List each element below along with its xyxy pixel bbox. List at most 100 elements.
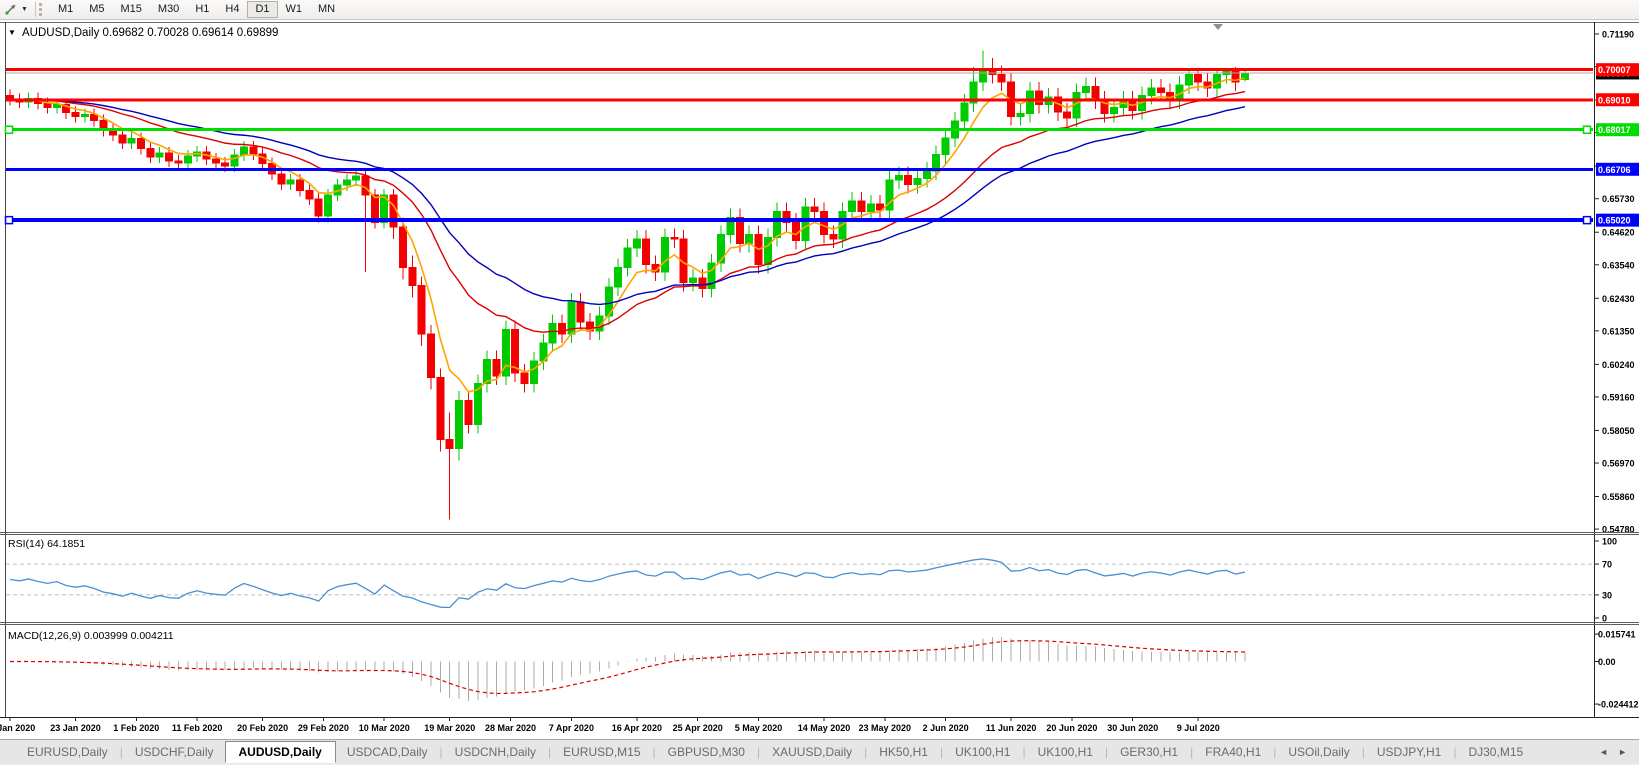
line-drag-handle[interactable]	[4, 125, 14, 134]
date-axis-label: 2 Jun 2020	[923, 723, 969, 733]
chart-tab-usdjpy-h1[interactable]: USDJPY,H1	[1376, 745, 1442, 759]
chart-tab-usdcnh-daily[interactable]: USDCNH,Daily	[454, 745, 537, 759]
macd-axis-label: 0.015741	[1598, 630, 1636, 640]
price-tick-label: 0.61350	[1602, 326, 1635, 336]
date-axis-label: 20 Jun 2020	[1046, 723, 1097, 733]
candle-body	[230, 154, 239, 167]
candle-body	[576, 301, 585, 323]
crosshair-tool-icon[interactable]	[4, 3, 18, 16]
date-axis-label: 1 Feb 2020	[113, 723, 159, 733]
price-tick-label: 0.65730	[1602, 194, 1635, 204]
chart-tab-eurusd-daily[interactable]: EURUSD,Daily	[27, 745, 108, 759]
candle-body	[286, 179, 295, 185]
price-tick-label: 0.59160	[1602, 392, 1635, 402]
level-price-box	[1596, 213, 1639, 227]
chart-tab-usoil-daily[interactable]: USOil,Daily	[1288, 745, 1350, 759]
candle-body	[211, 158, 220, 164]
timeframe-button-d1[interactable]: D1	[247, 1, 278, 18]
macd-panel[interactable]: 0.015741 0.00 -0.024412	[0, 622, 1639, 718]
line-drag-handle[interactable]	[1582, 125, 1592, 134]
candle-body	[1025, 90, 1034, 115]
candle-body	[922, 170, 931, 180]
chart-tab-uk100-h1[interactable]: UK100,H1	[1037, 745, 1093, 759]
candle-body	[558, 322, 567, 335]
timeframe-button-m15[interactable]: M15	[113, 1, 150, 18]
candle-body	[277, 173, 286, 185]
tool-dropdown-caret-icon[interactable]: ▼	[21, 6, 28, 13]
candle-body	[80, 114, 89, 118]
candle-body	[660, 236, 669, 273]
price-tick-label: 0.58050	[1602, 426, 1635, 436]
candle-body	[529, 360, 538, 385]
candle-body	[249, 146, 258, 155]
candle-body	[427, 333, 436, 379]
candle-body	[296, 179, 305, 192]
toolbar-separator	[34, 2, 36, 17]
level-price-box	[1596, 63, 1639, 77]
candle-body	[1016, 113, 1025, 118]
timeframe-button-m1[interactable]: M1	[50, 1, 81, 18]
level-price-label: 0.69010	[1598, 95, 1631, 105]
chart-tab-xauusd-daily[interactable]: XAUUSD,Daily	[772, 745, 853, 759]
chart-tab-fra40-h1[interactable]: FRA40,H1	[1205, 745, 1262, 759]
candle-body	[1147, 87, 1156, 97]
candle-body	[1194, 73, 1203, 83]
tab-separator: |	[652, 745, 656, 759]
candle-body	[324, 194, 333, 217]
chart-tab-hk50-h1[interactable]: HK50,H1	[879, 745, 928, 759]
candle-body	[520, 372, 529, 385]
level-price-label: 0.68017	[1598, 125, 1631, 135]
tab-separator: |	[864, 745, 868, 759]
candle-body	[876, 203, 885, 211]
candle-body	[1091, 85, 1100, 101]
timeframe-button-m5[interactable]: M5	[81, 1, 112, 18]
candle-body	[829, 233, 838, 240]
line-drag-handle[interactable]	[4, 215, 14, 225]
chart-shift-marker-icon[interactable]	[1213, 24, 1223, 30]
chart-tab-bar: EURUSD,Daily | USDCHF,Daily AUDUSD,Daily USD…	[0, 739, 1639, 764]
rsi-panel[interactable]: 100 70 30 0	[0, 532, 1639, 624]
candle-body	[417, 285, 426, 335]
line-drag-handle[interactable]	[1582, 215, 1592, 225]
price-chart[interactable]: 0.711900.701100.690000.679200.668100.657…	[0, 20, 1639, 739]
chart-tab-eurusd-m15[interactable]: EURUSD,M15	[563, 745, 641, 759]
date-axis-label: 5 May 2020	[735, 723, 783, 733]
candle-body	[436, 377, 445, 440]
date-axis-label: 14 Jan 2020	[0, 723, 35, 733]
timeframe-button-w1[interactable]: W1	[278, 1, 311, 18]
timeframe-button-h4[interactable]: H4	[217, 1, 247, 18]
tab-scroll-right-icon[interactable]: ►	[1618, 747, 1627, 757]
candle-body	[688, 277, 697, 284]
date-axis-label: 11 Feb 2020	[172, 723, 223, 733]
macd-label: MACD(12,26,9) 0.003999 0.004211	[8, 630, 174, 642]
chart-tab-usdcad-daily[interactable]: USDCAD,Daily	[346, 745, 428, 759]
rsi-axis-label: 70	[1602, 560, 1612, 570]
candle-body	[118, 134, 127, 144]
tab-separator: |	[548, 745, 552, 759]
candle-body	[623, 247, 632, 269]
timeframe-button-m30[interactable]: M30	[150, 1, 187, 18]
candle-body	[969, 81, 978, 104]
timeframe-button-h1[interactable]: H1	[187, 1, 217, 18]
date-axis-label: 28 Mar 2020	[485, 723, 536, 733]
chart-dropdown-icon[interactable]: ▼	[8, 28, 16, 37]
date-axis-label: 14 May 2020	[798, 723, 851, 733]
candle-body	[745, 233, 754, 244]
candle-body	[90, 114, 99, 122]
chart-tab-ger30-h1[interactable]: GER30,H1	[1120, 745, 1179, 759]
tab-scroll-left-icon[interactable]: ◄	[1599, 747, 1609, 757]
candle-body	[857, 200, 866, 213]
candle-body	[773, 211, 782, 238]
chart-background	[0, 20, 1639, 739]
toolbar-grip-handle[interactable]	[38, 3, 45, 16]
chart-tab-uk100-h1[interactable]: UK100,H1	[955, 745, 1011, 759]
main-price-panel[interactable]: 0.711900.701100.690000.679200.668100.657…	[0, 22, 1639, 717]
chart-tab-dj30-m15[interactable]: DJ30,M15	[1468, 745, 1524, 759]
tab-separator: |	[1022, 745, 1026, 759]
candle-body	[670, 236, 679, 240]
chart-tab-audusd-daily[interactable]: AUDUSD,Daily	[224, 741, 336, 763]
chart-tab-usdchf-daily[interactable]: USDCHF,Daily	[134, 745, 214, 759]
timeframe-button-mn[interactable]: MN	[310, 1, 343, 18]
chart-tab-gbpusd-m30[interactable]: GBPUSD,M30	[667, 745, 745, 759]
price-tick-label: 0.54780	[1602, 525, 1635, 535]
